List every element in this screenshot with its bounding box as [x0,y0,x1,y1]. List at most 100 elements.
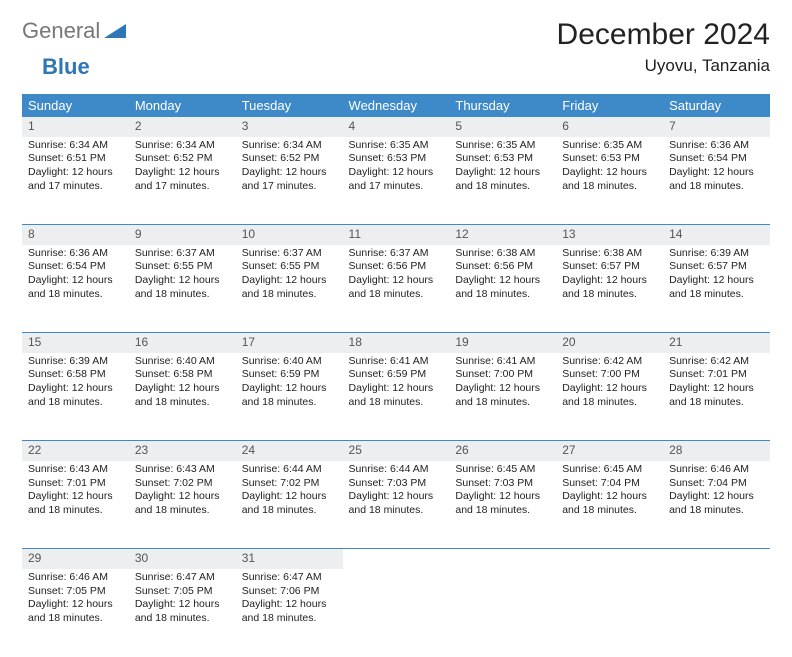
sunset-line: Sunset: 6:58 PM [28,368,106,380]
day-cell-content: Sunrise: 6:37 AMSunset: 6:56 PMDaylight:… [343,245,450,308]
day-cell-content: Sunrise: 6:37 AMSunset: 6:55 PMDaylight:… [236,245,343,308]
day-cell-content: Sunrise: 6:36 AMSunset: 6:54 PMDaylight:… [663,137,770,200]
day-cell: Sunrise: 6:37 AMSunset: 6:55 PMDaylight:… [129,245,236,333]
daylight-line: Daylight: 12 hours and 18 minutes. [135,598,220,624]
daylight-line: Daylight: 12 hours and 18 minutes. [28,382,113,408]
day-cell: Sunrise: 6:47 AMSunset: 7:05 PMDaylight:… [129,569,236,657]
day-number-cell [556,549,663,569]
daylight-line: Daylight: 12 hours and 18 minutes. [135,274,220,300]
sunset-line: Sunset: 7:05 PM [135,585,213,597]
daylight-line: Daylight: 12 hours and 18 minutes. [669,490,754,516]
sunrise-line: Sunrise: 6:41 AM [455,355,535,367]
sunset-line: Sunset: 7:04 PM [562,477,640,489]
day-number-row: 15161718192021 [22,333,770,353]
daylight-line: Daylight: 12 hours and 18 minutes. [135,490,220,516]
day-number-cell: 30 [129,549,236,569]
day-cell-content: Sunrise: 6:36 AMSunset: 6:54 PMDaylight:… [22,245,129,308]
day-cell: Sunrise: 6:35 AMSunset: 6:53 PMDaylight:… [556,137,663,225]
day-number-cell: 21 [663,333,770,353]
day-number-cell: 9 [129,225,236,245]
daylight-line: Daylight: 12 hours and 18 minutes. [669,274,754,300]
weekday-header-row: SundayMondayTuesdayWednesdayThursdayFrid… [22,94,770,117]
sunset-line: Sunset: 7:03 PM [455,477,533,489]
daylight-line: Daylight: 12 hours and 18 minutes. [669,382,754,408]
day-number-cell [449,549,556,569]
sunset-line: Sunset: 6:58 PM [135,368,213,380]
day-cell: Sunrise: 6:37 AMSunset: 6:56 PMDaylight:… [343,245,450,333]
day-content-row: Sunrise: 6:36 AMSunset: 6:54 PMDaylight:… [22,245,770,333]
day-number-cell [663,549,770,569]
day-number-cell: 10 [236,225,343,245]
day-number-cell: 23 [129,441,236,461]
weekday-header: Monday [129,94,236,117]
daylight-line: Daylight: 12 hours and 18 minutes. [455,274,540,300]
day-cell-content: Sunrise: 6:46 AMSunset: 7:04 PMDaylight:… [663,461,770,524]
sunset-line: Sunset: 6:55 PM [242,260,320,272]
weekday-header: Wednesday [343,94,450,117]
day-number-cell: 31 [236,549,343,569]
day-number-cell: 11 [343,225,450,245]
day-number-cell: 19 [449,333,556,353]
sunset-line: Sunset: 7:05 PM [28,585,106,597]
day-number-cell: 20 [556,333,663,353]
day-cell: Sunrise: 6:45 AMSunset: 7:03 PMDaylight:… [449,461,556,549]
sunrise-line: Sunrise: 6:34 AM [242,139,322,151]
sunset-line: Sunset: 7:03 PM [349,477,427,489]
sunrise-line: Sunrise: 6:35 AM [455,139,535,151]
day-cell-content: Sunrise: 6:41 AMSunset: 6:59 PMDaylight:… [343,353,450,416]
sunrise-line: Sunrise: 6:37 AM [349,247,429,259]
day-number-cell: 28 [663,441,770,461]
daylight-line: Daylight: 12 hours and 18 minutes. [349,490,434,516]
logo-triangle-icon [104,22,128,40]
sunset-line: Sunset: 7:01 PM [28,477,106,489]
sunset-line: Sunset: 7:00 PM [455,368,533,380]
daylight-line: Daylight: 12 hours and 17 minutes. [349,166,434,192]
sunrise-line: Sunrise: 6:39 AM [669,247,749,259]
day-cell-content: Sunrise: 6:37 AMSunset: 6:55 PMDaylight:… [129,245,236,308]
daylight-line: Daylight: 12 hours and 18 minutes. [242,598,327,624]
day-number-cell: 27 [556,441,663,461]
sunrise-line: Sunrise: 6:44 AM [349,463,429,475]
day-cell: Sunrise: 6:46 AMSunset: 7:04 PMDaylight:… [663,461,770,549]
daylight-line: Daylight: 12 hours and 17 minutes. [28,166,113,192]
day-cell: Sunrise: 6:35 AMSunset: 6:53 PM Daylight:… [449,137,556,225]
day-number-cell: 3 [236,117,343,137]
sunset-line: Sunset: 7:02 PM [135,477,213,489]
sunrise-line: Sunrise: 6:46 AM [669,463,749,475]
sunrise-line: Sunrise: 6:38 AM [562,247,642,259]
sunrise-line: Sunrise: 6:35 AM [562,139,642,151]
day-cell: Sunrise: 6:34 AMSunset: 6:52 PMDaylight:… [236,137,343,225]
day-cell [663,569,770,657]
day-content-row: Sunrise: 6:43 AMSunset: 7:01 PMDaylight:… [22,461,770,549]
sunrise-line: Sunrise: 6:46 AM [28,571,108,583]
day-cell-content: Sunrise: 6:38 AMSunset: 6:56 PMDaylight:… [449,245,556,308]
weekday-header: Friday [556,94,663,117]
sunrise-line: Sunrise: 6:42 AM [562,355,642,367]
day-number-cell: 4 [343,117,450,137]
day-cell-content: Sunrise: 6:39 AMSunset: 6:58 PMDaylight:… [22,353,129,416]
daylight-line: Daylight: 12 hours and 18 minutes. [455,166,540,192]
day-content-row: Sunrise: 6:39 AMSunset: 6:58 PMDaylight:… [22,353,770,441]
day-cell-content: Sunrise: 6:42 AMSunset: 7:00 PMDaylight:… [556,353,663,416]
day-cell-content: Sunrise: 6:39 AMSunset: 6:57 PMDaylight:… [663,245,770,308]
day-cell-content: Sunrise: 6:42 AMSunset: 7:01 PMDaylight:… [663,353,770,416]
sunrise-line: Sunrise: 6:45 AM [562,463,642,475]
day-cell-content: Sunrise: 6:38 AMSunset: 6:57 PMDaylight:… [556,245,663,308]
daylight-line: Daylight: 12 hours and 18 minutes. [242,490,327,516]
sunset-line: Sunset: 6:55 PM [135,260,213,272]
sunrise-line: Sunrise: 6:42 AM [669,355,749,367]
daylight-line: Daylight: 12 hours and 18 minutes. [669,166,754,192]
day-cell: Sunrise: 6:38 AMSunset: 6:56 PMDaylight:… [449,245,556,333]
sunset-line: Sunset: 6:52 PM [135,152,213,164]
day-content-row: Sunrise: 6:46 AMSunset: 7:05 PMDaylight:… [22,569,770,657]
day-number-row: 1234567 [22,117,770,137]
daylight-line: Daylight: 12 hours and 18 minutes. [562,382,647,408]
daylight-line: Daylight: 12 hours and 18 minutes. [562,166,647,192]
sunrise-line: Sunrise: 6:40 AM [242,355,322,367]
sunset-line: Sunset: 6:52 PM [242,152,320,164]
sunrise-line: Sunrise: 6:40 AM [135,355,215,367]
sunset-line: Sunset: 6:53 PM [349,152,427,164]
daylight-line: Daylight: 12 hours and 18 minutes. [135,382,220,408]
day-cell-content: Sunrise: 6:43 AMSunset: 7:01 PMDaylight:… [22,461,129,524]
sunset-line: Sunset: 6:53 PM [455,152,533,164]
